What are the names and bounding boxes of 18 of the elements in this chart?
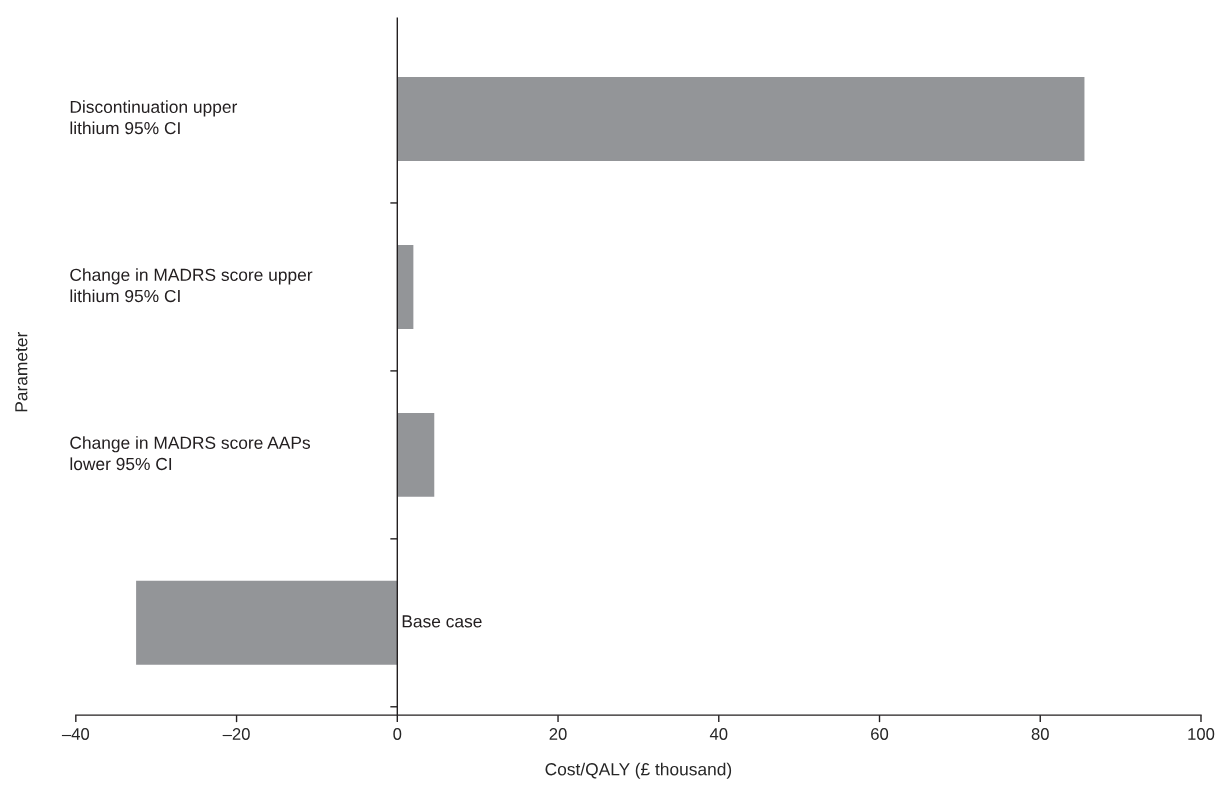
x-tick-label: 40 [709, 728, 728, 740]
y-tick-label: Change in MADRS score upper lithium 95% CI [70, 268, 313, 303]
x-tick-label: 0 [393, 728, 402, 740]
x-tick-label: 60 [871, 728, 889, 740]
y-tick-label: Base case [402, 615, 482, 628]
x-axis-title: Cost/QALY (£ thousand) [545, 762, 732, 779]
y-tick-label: Change in MADRS score AAPs lower 95% CI [70, 436, 311, 471]
y-tick-label: Discontinuation upper lithium 95% CI [70, 100, 238, 135]
x-tick-label: 20 [549, 728, 567, 740]
x-tick-label: 100 [1188, 728, 1215, 740]
bar [136, 580, 398, 665]
x-tick-label: –20 [222, 728, 250, 740]
x-tick-label: –40 [61, 728, 90, 740]
x-tick-label: 80 [1031, 728, 1049, 740]
bar [397, 244, 414, 329]
bar [397, 412, 435, 497]
y-axis-title: Parameter [15, 332, 28, 412]
bar [397, 77, 1085, 161]
